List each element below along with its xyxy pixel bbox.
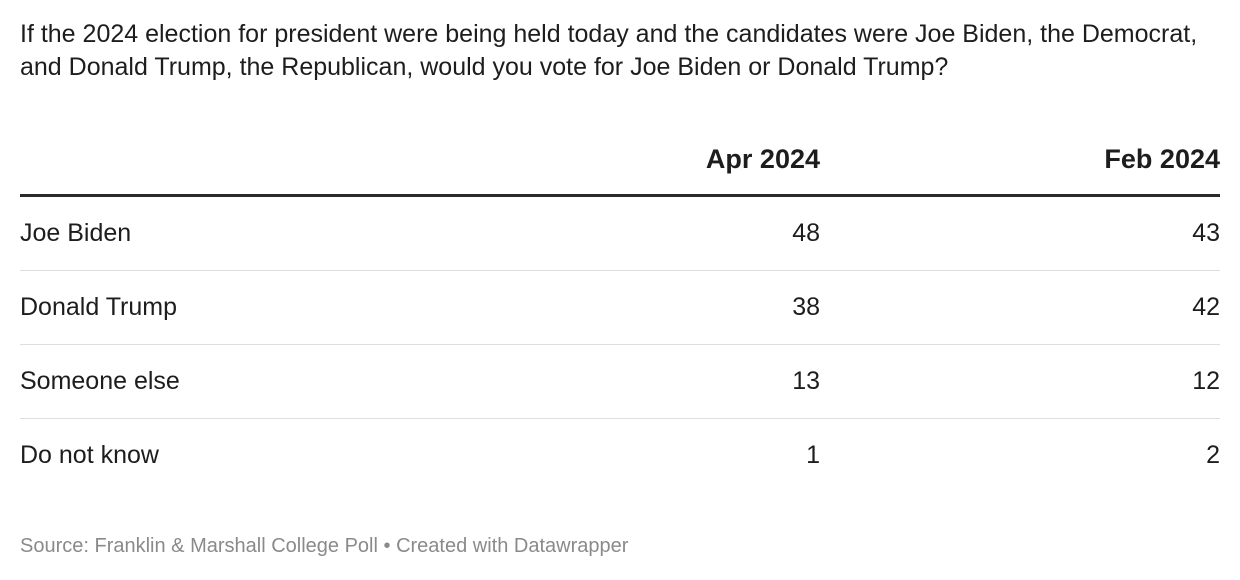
column-header-feb-2024: Feb 2024 xyxy=(820,124,1220,197)
poll-table: Apr 2024 Feb 2024 Joe Biden 48 43 Donald… xyxy=(20,124,1220,492)
column-header-apr-2024: Apr 2024 xyxy=(540,124,820,197)
chart-title: If the 2024 election for president were … xyxy=(20,20,1198,81)
table-row: Do not know 1 2 xyxy=(20,419,1220,493)
header-row: Apr 2024 Feb 2024 xyxy=(20,124,1220,197)
row-label: Do not know xyxy=(20,441,159,469)
chart-header: If the 2024 election for president were … xyxy=(20,18,1220,84)
table-body: Joe Biden 48 43 Donald Trump 38 42 Someo… xyxy=(20,195,1220,493)
source-note: Source: Franklin & Marshall College Poll xyxy=(20,535,378,557)
column-header-label xyxy=(20,124,540,197)
row-label: Donald Trump xyxy=(20,270,540,345)
cell-feb-2024: 43 xyxy=(820,195,1220,271)
table-row: Joe Biden 48 43 xyxy=(20,195,1220,271)
footer-separator: • xyxy=(383,535,391,557)
chart-footer: Source: Franklin & Marshall College Poll… xyxy=(20,535,628,558)
table-row: Donald Trump 38 42 xyxy=(20,270,1220,345)
table-header: Apr 2024 Feb 2024 xyxy=(20,124,1220,197)
credit-note: Created with Datawrapper xyxy=(396,535,629,557)
cell-feb-2024: 12 xyxy=(820,344,1220,419)
cell-apr-2024: 38 xyxy=(540,270,820,345)
cell-apr-2024: 1 xyxy=(806,441,820,469)
row-label: Joe Biden xyxy=(20,195,540,271)
cell-feb-2024: 2 xyxy=(1206,441,1220,469)
cell-apr-2024: 48 xyxy=(540,195,820,271)
cell-apr-2024: 13 xyxy=(540,344,820,419)
table-row: Someone else 13 12 xyxy=(20,344,1220,419)
row-label: Someone else xyxy=(20,344,540,419)
cell-feb-2024: 42 xyxy=(820,270,1220,345)
